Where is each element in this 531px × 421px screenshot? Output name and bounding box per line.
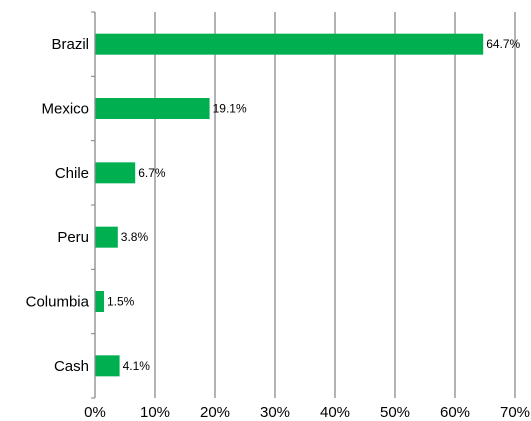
data-label: 6.7% bbox=[138, 166, 166, 180]
category-label: Chile bbox=[55, 165, 89, 182]
category-label: Peru bbox=[57, 229, 89, 246]
x-tick-label: 60% bbox=[440, 404, 470, 421]
x-tick-label: 50% bbox=[380, 404, 410, 421]
category-labels: Brazil Mexico Chile Peru Columbia Cash bbox=[26, 36, 90, 375]
bar-mexico bbox=[95, 98, 210, 119]
category-label: Brazil bbox=[51, 36, 89, 53]
x-tick-labels: 0% 10% 20% 30% 40% 50% 60% 70% bbox=[84, 404, 530, 421]
category-label: Mexico bbox=[41, 101, 89, 118]
data-label: 19.1% bbox=[213, 102, 247, 116]
y-axis bbox=[91, 11, 96, 399]
category-label: Cash bbox=[54, 358, 89, 375]
bars bbox=[95, 33, 484, 377]
bar-columbia bbox=[95, 291, 104, 312]
x-tick-label: 20% bbox=[200, 404, 230, 421]
data-label: 64.7% bbox=[486, 37, 520, 51]
x-tick-label: 10% bbox=[140, 404, 170, 421]
x-tick-label: 0% bbox=[84, 404, 106, 421]
data-label: 3.8% bbox=[121, 230, 149, 244]
bar-chile bbox=[95, 162, 136, 184]
bar-peru bbox=[95, 226, 118, 248]
x-tick-label: 70% bbox=[500, 404, 530, 421]
bar-cash bbox=[95, 355, 120, 377]
x-tick-label: 30% bbox=[260, 404, 290, 421]
data-label: 1.5% bbox=[107, 295, 135, 309]
data-label: 4.1% bbox=[123, 359, 151, 373]
bar-brazil bbox=[95, 33, 484, 55]
category-label: Columbia bbox=[26, 294, 90, 311]
grid-lines bbox=[154, 12, 516, 398]
data-labels: 64.7% 19.1% 6.7% 3.8% 1.5% 4.1% bbox=[107, 37, 521, 373]
x-tick-label: 40% bbox=[320, 404, 350, 421]
